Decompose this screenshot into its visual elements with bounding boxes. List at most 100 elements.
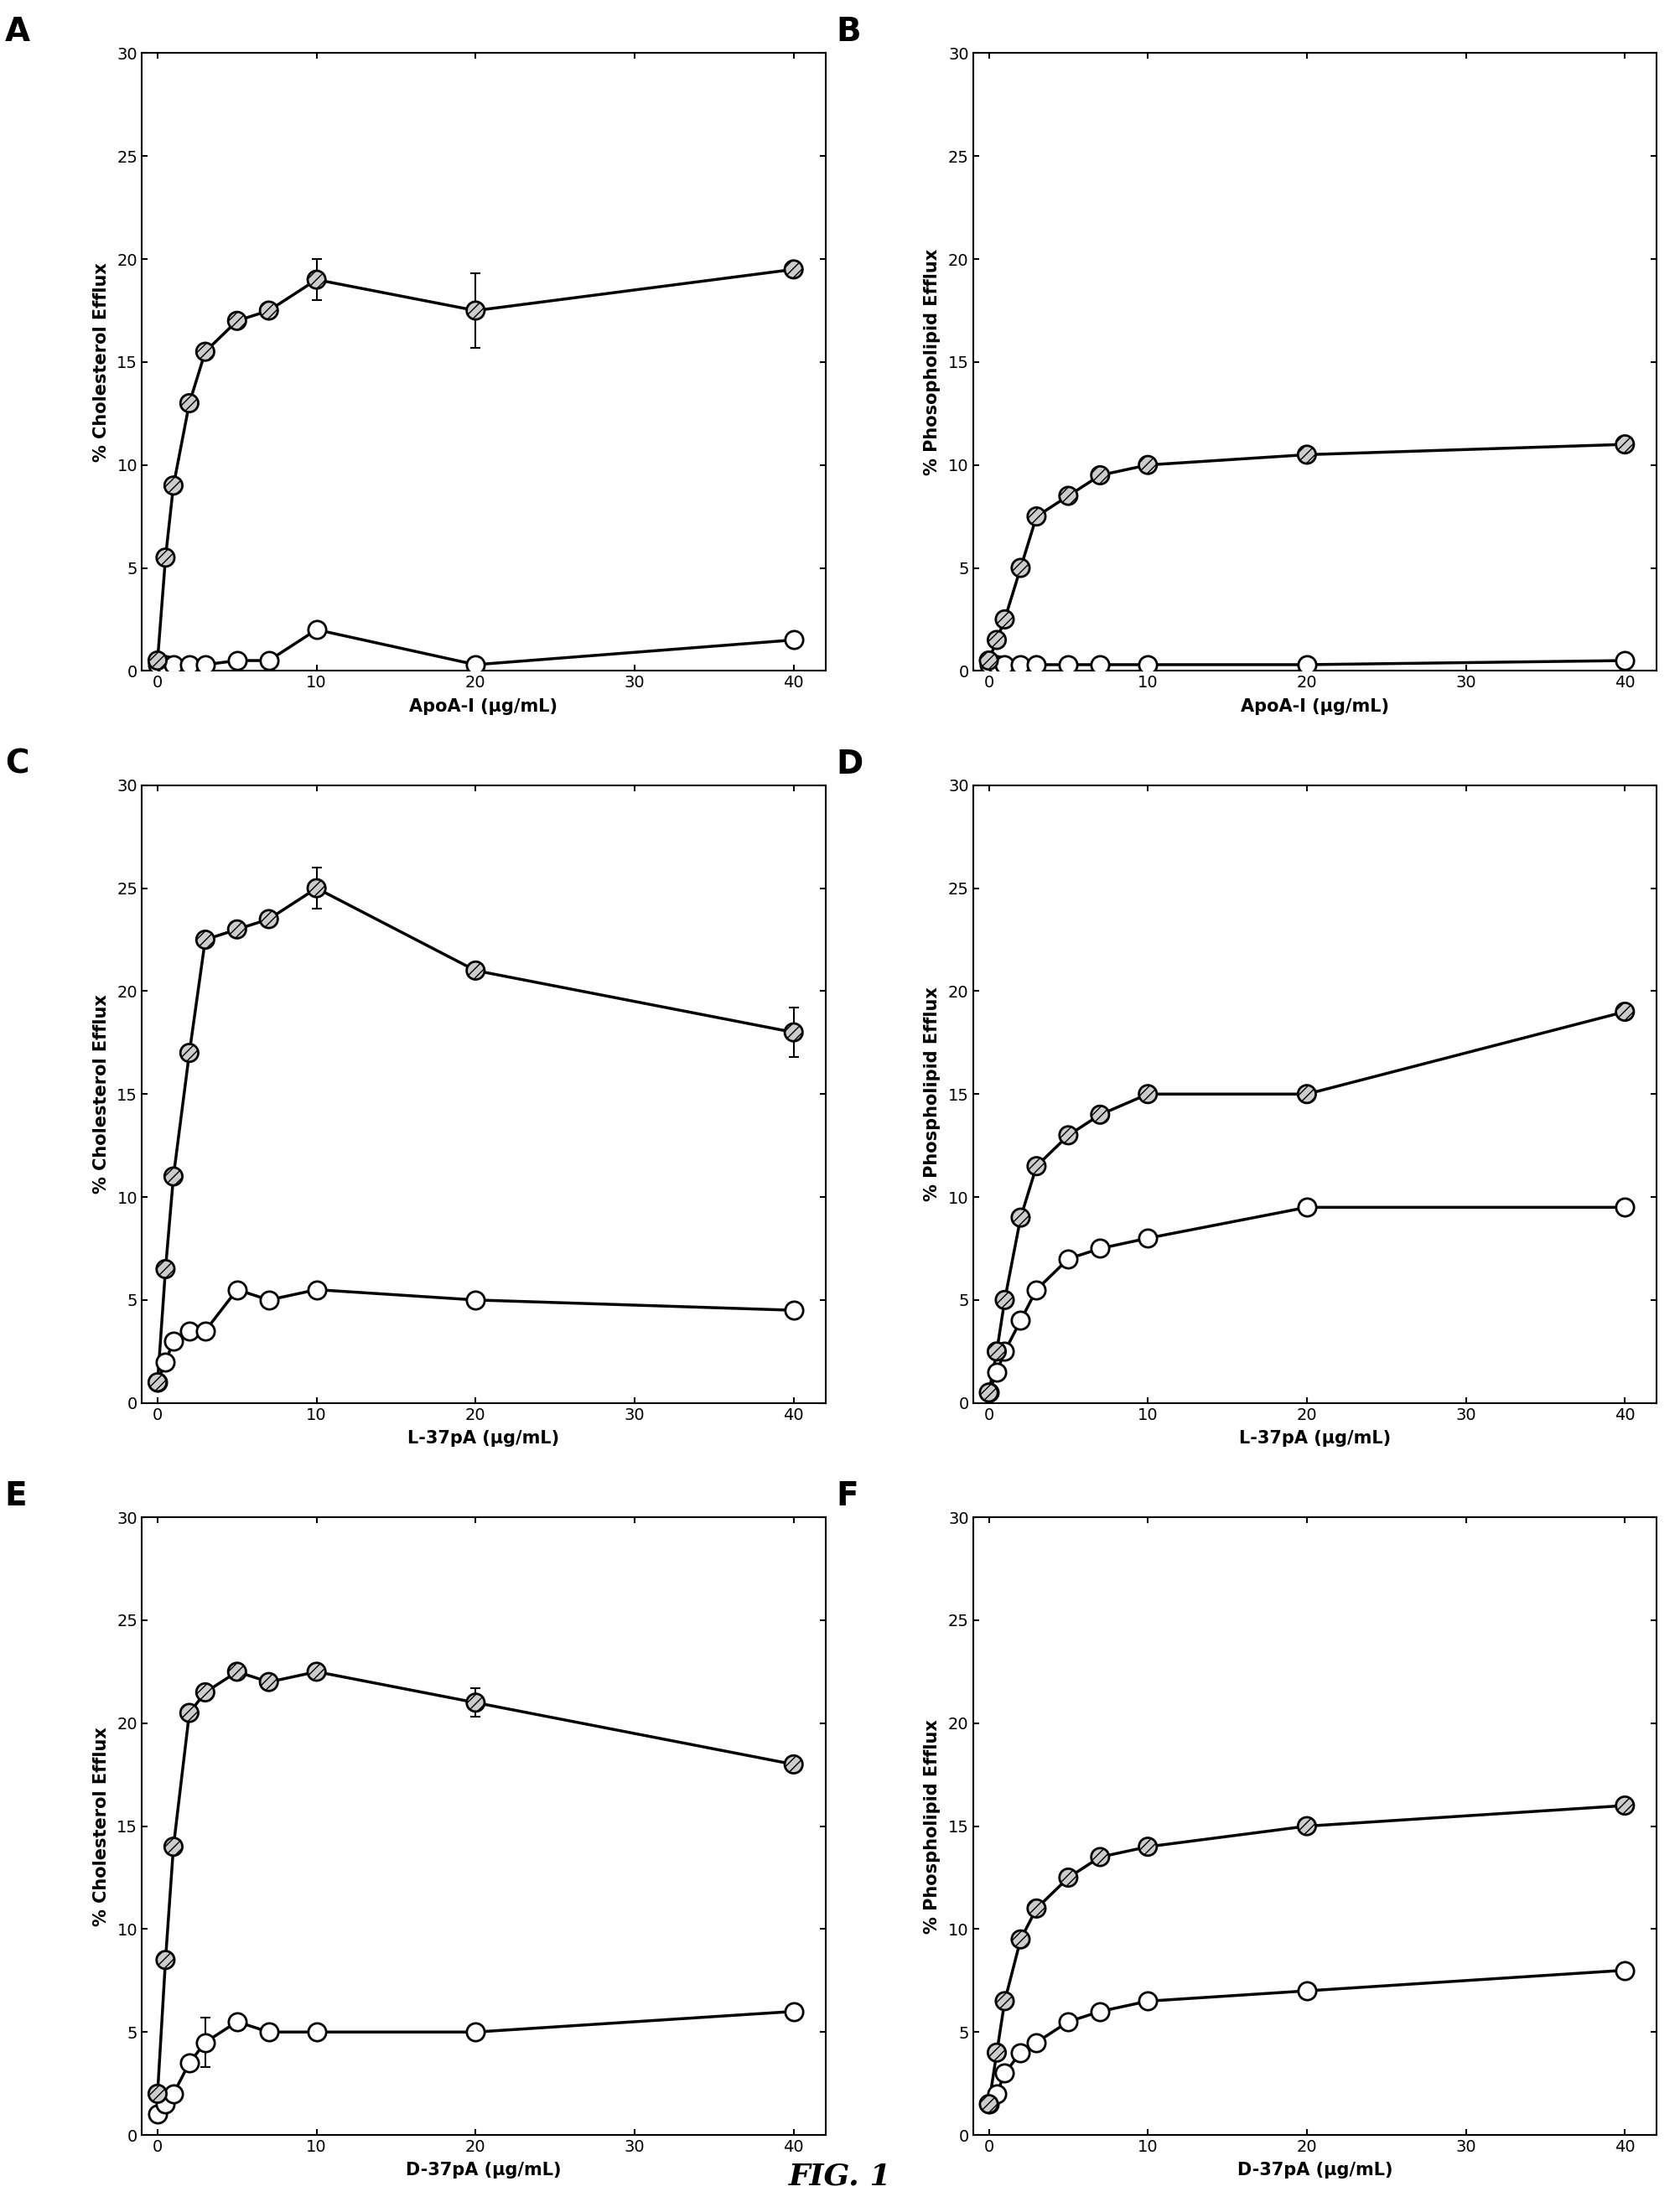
Point	[176, 647, 203, 683]
Point	[1294, 647, 1320, 683]
Point	[1055, 1242, 1082, 1277]
Point	[1294, 1808, 1320, 1843]
Point	[1023, 1892, 1050, 1927]
Point	[780, 1746, 806, 1781]
Point	[976, 2087, 1003, 2123]
Text: F: F	[837, 1480, 858, 1513]
Point	[1008, 1922, 1035, 1958]
Point	[302, 1273, 329, 1308]
Text: C: C	[5, 749, 29, 780]
Point	[153, 1251, 180, 1286]
Point	[1023, 2024, 1050, 2059]
Point	[1294, 436, 1320, 471]
Y-axis label: % Phospholipid Efflux: % Phospholipid Efflux	[924, 1720, 941, 1933]
Point	[223, 643, 250, 678]
Point	[1008, 1304, 1035, 1339]
Point	[780, 1293, 806, 1328]
Point	[462, 293, 489, 328]
Point	[1055, 478, 1082, 513]
Point	[976, 643, 1003, 678]
Point	[255, 643, 282, 678]
Point	[1023, 647, 1050, 683]
Point	[176, 1312, 203, 1348]
Point	[1008, 647, 1035, 683]
Point	[1134, 1220, 1161, 1255]
Point	[976, 1374, 1003, 1409]
Point	[223, 912, 250, 947]
X-axis label: L-37pA (μg/mL): L-37pA (μg/mL)	[1238, 1429, 1391, 1447]
Point	[160, 647, 186, 683]
Point	[192, 1312, 218, 1348]
Point	[462, 1282, 489, 1317]
Point	[255, 901, 282, 936]
Point	[160, 1830, 186, 1865]
Point	[160, 2076, 186, 2112]
Point	[144, 1365, 171, 1400]
Point	[976, 2087, 1003, 2123]
Point	[1055, 647, 1082, 683]
Point	[192, 923, 218, 958]
Point	[976, 1374, 1003, 1409]
Point	[1611, 1189, 1638, 1224]
Point	[991, 601, 1018, 636]
Point	[153, 647, 180, 683]
Text: E: E	[5, 1480, 27, 1513]
Point	[780, 623, 806, 658]
Point	[1055, 1119, 1082, 1154]
Y-axis label: % Cholesterol Efflux: % Cholesterol Efflux	[92, 1726, 109, 1927]
Point	[780, 1015, 806, 1050]
Point	[153, 2087, 180, 2123]
Point	[144, 643, 171, 678]
Point	[976, 647, 1003, 683]
Text: B: B	[837, 15, 860, 48]
Text: D: D	[837, 749, 864, 780]
X-axis label: ApoA-I (μg/mL): ApoA-I (μg/mL)	[410, 698, 558, 716]
Point	[176, 1035, 203, 1070]
X-axis label: L-37pA (μg/mL): L-37pA (μg/mL)	[408, 1429, 559, 1447]
Point	[1008, 550, 1035, 586]
Point	[153, 1942, 180, 1977]
Point	[192, 335, 218, 370]
X-axis label: D-37pA (μg/mL): D-37pA (μg/mL)	[407, 2162, 561, 2178]
Point	[1294, 1077, 1320, 1112]
Point	[983, 2076, 1010, 2112]
Point	[462, 1685, 489, 1720]
Point	[1294, 1973, 1320, 2008]
Point	[1294, 1189, 1320, 1224]
Point	[1087, 1231, 1114, 1266]
Point	[160, 1158, 186, 1193]
Point	[1134, 647, 1161, 683]
Point	[160, 469, 186, 504]
Point	[1023, 1273, 1050, 1308]
Point	[1134, 1830, 1161, 1865]
Point	[1611, 643, 1638, 678]
Point	[1611, 427, 1638, 462]
Point	[1134, 447, 1161, 482]
X-axis label: ApoA-I (μg/mL): ApoA-I (μg/mL)	[1240, 698, 1389, 716]
Point	[991, 647, 1018, 683]
Point	[144, 2096, 171, 2132]
Point	[462, 2015, 489, 2050]
Point	[153, 1343, 180, 1378]
Point	[983, 1334, 1010, 1370]
Point	[983, 2035, 1010, 2070]
Point	[223, 2004, 250, 2039]
Point	[1087, 1097, 1114, 1132]
Point	[223, 304, 250, 339]
Point	[302, 2015, 329, 2050]
Y-axis label: % Phospholipid Efflux: % Phospholipid Efflux	[924, 986, 941, 1202]
Point	[144, 2076, 171, 2112]
Point	[1023, 500, 1050, 535]
Point	[176, 1696, 203, 1731]
Point	[1611, 993, 1638, 1028]
Point	[255, 293, 282, 328]
Y-axis label: % Phosopholipid Efflux: % Phosopholipid Efflux	[924, 249, 941, 476]
Text: A: A	[5, 15, 30, 48]
X-axis label: D-37pA (μg/mL): D-37pA (μg/mL)	[1236, 2162, 1393, 2178]
Point	[1008, 2035, 1035, 2070]
Point	[1611, 1953, 1638, 1988]
Point	[223, 1654, 250, 1689]
Point	[223, 1273, 250, 1308]
Point	[176, 2046, 203, 2081]
Point	[192, 1676, 218, 1711]
